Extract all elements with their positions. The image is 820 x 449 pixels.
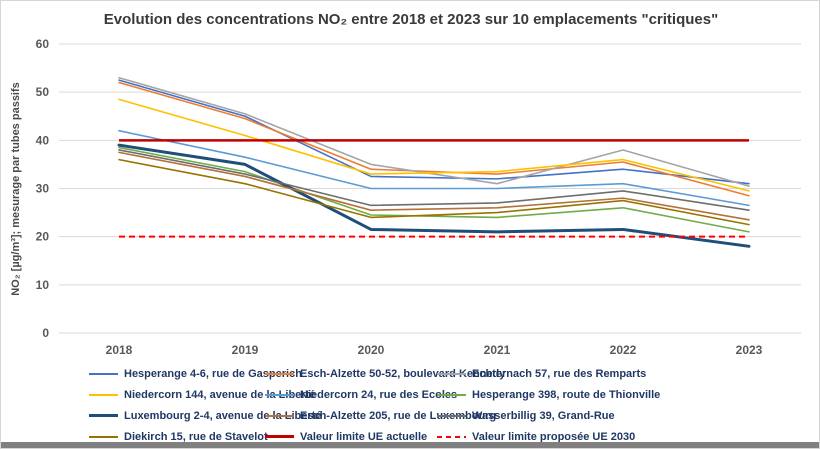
series-line-niedercorn-24 (118, 129, 750, 207)
series-line-echternach-57 (118, 76, 750, 187)
legend-item-diekirch-15: Diekirch 15, rue de Stavelot (89, 426, 268, 447)
legend-swatch-wasserbillig-39 (437, 414, 466, 417)
legend-label: Hesperange 4-6, rue de Gasperich (124, 367, 302, 380)
legend-label: Niedercorn 144, avenue de la Liberté (124, 388, 316, 401)
legend-swatch-hesperange-4-6 (89, 372, 118, 375)
x-tick-label: 2021 (484, 343, 511, 357)
y-tick-label: 40 (36, 133, 50, 147)
legend-swatch-echternach-57 (437, 372, 466, 375)
legend-item-limite-ue-2030: Valeur limite proposée UE 2030 (437, 426, 737, 447)
legend-item-esch-alzette-50-52: Esch-Alzette 50-52, boulevard Kennedy (265, 363, 505, 384)
y-tick-label: 10 (36, 278, 50, 292)
legend-item-wasserbillig-39: Wasserbillig 39, Grand-Rue (437, 405, 737, 426)
legend-label: Wasserbillig 39, Grand-Rue (472, 409, 615, 422)
y-tick-label: 20 (36, 230, 50, 244)
legend-item-niedercorn-24: Niedercorn 24, rue des Ecoles (265, 384, 457, 405)
chart-legend: Hesperange 4-6, rue de Gasperich Esch-Alz… (89, 363, 737, 447)
legend-swatch-hesperange-398 (437, 393, 466, 396)
legend-item-hesperange-4-6: Hesperange 4-6, rue de Gasperich (89, 363, 302, 384)
legend-label: Valeur limite proposée UE 2030 (472, 430, 636, 443)
legend-label: Niedercorn 24, rue des Ecoles (300, 388, 458, 401)
legend-swatch-esch-alzette-205 (265, 414, 294, 417)
x-tick-label: 2019 (232, 343, 259, 357)
legend-label: Esch-Alzette 205, rue de Luxembourg (300, 409, 497, 422)
legend-item-hesperange-398: Hesperange 398, route de Thionville (437, 384, 737, 405)
chart-title: Evolution des concentrations NO₂ entre 2… (104, 11, 718, 28)
legend-swatch-limite-ue-2030 (437, 435, 466, 438)
series-line-hesperange-4-6 (118, 79, 750, 185)
series-line-wasserbillig-39 (118, 149, 750, 211)
legend-swatch-niedercorn-24 (265, 393, 294, 396)
window-bottom-bar (1, 442, 819, 448)
legend-item-luxembourg-2-4: Luxembourg 2-4, avenue de la Liberté (89, 405, 321, 426)
y-tick-label: 50 (36, 85, 50, 99)
series-line-esch-alzette-50-52 (118, 81, 750, 197)
legend-item-niedercorn-144: Niedercorn 144, avenue de la Liberté (89, 384, 315, 405)
legend-label: Luxembourg 2-4, avenue de la Liberté (124, 409, 322, 422)
plot-area: 0 10 20 30 40 50 60 2018 2019 2020 2021 2022 2023 (36, 37, 801, 357)
series-line-luxembourg-2-4 (117, 143, 751, 248)
legend-item-echternach-57: Echternach 57, rue des Remparts (437, 363, 737, 384)
y-tick-label: 30 (36, 182, 50, 196)
legend-item-limite-ue-actuelle: Valeur limite UE actuelle (265, 426, 437, 447)
series-line-niedercorn-144 (118, 98, 750, 192)
legend-label: Echternach 57, rue des Remparts (472, 367, 647, 380)
legend-swatch-limite-ue-actuelle (265, 435, 294, 438)
y-tick-label: 60 (36, 37, 50, 51)
legend-label: Diekirch 15, rue de Stavelot (124, 430, 268, 443)
legend-label: Hesperange 398, route de Thionville (472, 388, 661, 401)
legend-swatch-diekirch-15 (89, 435, 118, 438)
legend-swatch-esch-alzette-50-52 (265, 372, 294, 375)
x-tick-label: 2018 (106, 343, 133, 357)
y-tick-label: 0 (42, 326, 49, 340)
legend-label: Esch-Alzette 50-52, boulevard Kennedy (300, 367, 506, 380)
series-line-diekirch-15 (118, 158, 750, 226)
x-tick-label: 2022 (610, 343, 637, 357)
x-tick-label: 2023 (736, 343, 763, 357)
series-line-hesperange-398 (118, 146, 750, 233)
chart-canvas: Evolution des concentrations NO₂ entre 2… (10, 11, 801, 357)
legend-swatch-niedercorn-144 (89, 393, 118, 396)
series-line-esch-alzette-205 (118, 151, 750, 221)
y-axis-title: NO₂ [µg/m³]; mesurage par tubes passifs (10, 82, 22, 296)
legend-item-esch-alzette-205: Esch-Alzette 205, rue de Luxembourg (265, 405, 496, 426)
x-tick-label: 2020 (358, 343, 385, 357)
legend-label: Valeur limite UE actuelle (300, 430, 428, 443)
legend-swatch-luxembourg-2-4 (89, 414, 118, 417)
